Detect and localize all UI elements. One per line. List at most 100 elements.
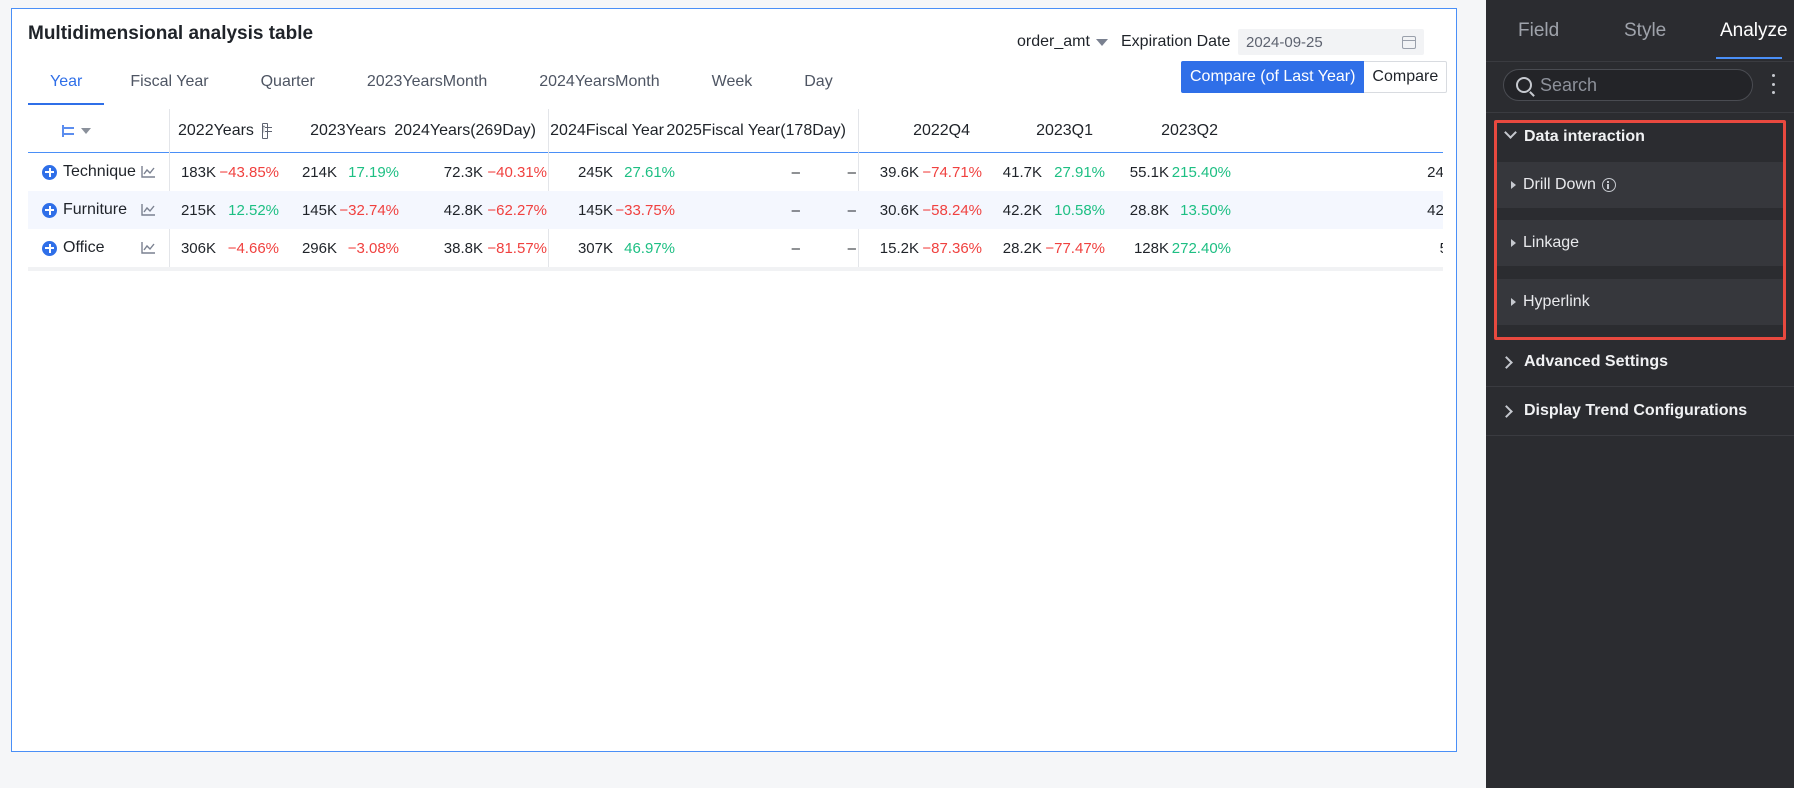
sort-icon[interactable] bbox=[261, 121, 273, 139]
dimension-tree-toggle[interactable] bbox=[62, 125, 91, 137]
analysis-table: 2022Years 2023Years 2024Years(269Day) 20… bbox=[28, 109, 1443, 301]
cell-change-percent: −87.36% bbox=[922, 239, 982, 257]
cell-value: – bbox=[791, 239, 800, 257]
cell-value: 28.2K bbox=[1002, 239, 1042, 257]
tab-field[interactable]: Field bbox=[1518, 20, 1560, 41]
expand-plus-icon[interactable] bbox=[42, 240, 57, 256]
expiration-date-input[interactable]: 2024-09-25 bbox=[1238, 29, 1424, 55]
cell-change-percent: 13.50% bbox=[1180, 201, 1231, 219]
column-header[interactable]: 2024Fiscal Year bbox=[550, 122, 664, 139]
cell-value: 28.8K bbox=[1129, 201, 1169, 219]
section-divider bbox=[1486, 435, 1794, 436]
table-header: 2022Years 2023Years 2024Years(269Day) 20… bbox=[28, 109, 1443, 153]
table-row: Office 306K −4.66% 296K −3.08% 38.8K −81.57% 30… bbox=[28, 229, 1443, 267]
trend-chart-icon[interactable] bbox=[141, 166, 156, 178]
cell-change-percent: −40.31% bbox=[487, 163, 547, 181]
analysis-card: Multidimensional analysis table order_am… bbox=[11, 8, 1457, 752]
compare-toggle: Compare (of Last Year) Compare bbox=[1181, 61, 1448, 93]
table-footer-bar bbox=[28, 267, 1443, 271]
active-tab-indicator bbox=[1716, 57, 1782, 59]
cell-change-percent: 27.61% bbox=[624, 163, 675, 181]
column-header[interactable]: 2023Q1 bbox=[1036, 122, 1093, 139]
caret-right-icon bbox=[1511, 181, 1516, 189]
tab-2023-years-month[interactable]: 2023YearsMonth bbox=[366, 73, 488, 90]
panel-search bbox=[1503, 69, 1753, 101]
row-header[interactable]: Office bbox=[42, 229, 105, 267]
tab-fiscal-year[interactable]: Fiscal Year bbox=[130, 73, 209, 90]
cell-change-percent: −74.71% bbox=[922, 163, 982, 181]
section-advanced-settings[interactable]: Advanced Settings bbox=[1486, 338, 1794, 386]
cell-change-percent: −33.75% bbox=[615, 201, 675, 219]
hyperlink-item[interactable]: Hyperlink bbox=[1497, 279, 1783, 325]
section-data-interaction[interactable]: Data interaction bbox=[1486, 113, 1794, 161]
cell-value: 296K bbox=[301, 239, 337, 257]
cell-value: 42.2K bbox=[1002, 201, 1042, 219]
measure-label: order_amt bbox=[1017, 33, 1090, 50]
tab-quarter[interactable]: Quarter bbox=[260, 73, 315, 90]
cell-value: 145K bbox=[577, 201, 613, 219]
table-row: Furniture 215K 12.52% 145K −32.74% 42.8K −62.2… bbox=[28, 191, 1443, 229]
more-options-icon[interactable] bbox=[1772, 74, 1776, 94]
cell-change-percent: 10.58% bbox=[1054, 201, 1105, 219]
compare-button[interactable]: Compare bbox=[1364, 61, 1448, 93]
cell-value: 215K bbox=[180, 201, 216, 219]
card-title: Multidimensional analysis table bbox=[28, 23, 314, 44]
column-header[interactable]: 2022Q4 bbox=[913, 122, 970, 139]
column-header[interactable]: 2022Years bbox=[178, 109, 273, 153]
column-divider bbox=[169, 109, 170, 267]
cell-value: 15.2K bbox=[879, 239, 919, 257]
tab-analyze[interactable]: Analyze bbox=[1720, 20, 1788, 41]
granularity-tabs: Year Fiscal Year Quarter 2023YearsMonth … bbox=[28, 65, 859, 105]
cell-value: 307K bbox=[577, 239, 613, 257]
cell-value: – bbox=[791, 201, 800, 219]
caret-right-icon bbox=[1511, 298, 1516, 306]
column-header[interactable]: 2023Years bbox=[310, 122, 386, 139]
drill-down-item[interactable]: Drill Down bbox=[1497, 162, 1783, 208]
cell-change-percent: −58.24% bbox=[922, 201, 982, 219]
cell-value: 72.3K bbox=[443, 163, 483, 181]
column-divider bbox=[858, 109, 859, 267]
linkage-item[interactable]: Linkage bbox=[1497, 220, 1783, 266]
expiration-date-label: Expiration Date bbox=[1121, 33, 1231, 50]
cell-value: 38.8K bbox=[443, 239, 483, 257]
chevron-down-icon bbox=[1095, 38, 1108, 46]
compare-last-year-button[interactable]: Compare (of Last Year) bbox=[1181, 61, 1365, 93]
trend-chart-icon[interactable] bbox=[141, 204, 156, 216]
column-header[interactable]: 2024Years(269Day) bbox=[394, 122, 536, 139]
expand-plus-icon[interactable] bbox=[42, 202, 57, 218]
trend-chart-icon[interactable] bbox=[141, 242, 156, 254]
cell-change-percent: – bbox=[847, 163, 856, 181]
column-header[interactable]: 2025Fiscal Year(178Day) bbox=[666, 122, 846, 139]
cell-value: 55.1K bbox=[1129, 163, 1169, 181]
column-divider bbox=[548, 109, 549, 267]
cell-value: 5 bbox=[1368, 229, 1443, 267]
search-input[interactable] bbox=[1540, 74, 1730, 96]
cell-change-percent: 17.19% bbox=[348, 163, 399, 181]
info-icon[interactable] bbox=[1601, 178, 1616, 192]
chevron-right-icon bbox=[1500, 356, 1513, 369]
cell-change-percent: 27.91% bbox=[1054, 163, 1105, 181]
tab-week[interactable]: Week bbox=[711, 73, 753, 90]
row-header[interactable]: Furniture bbox=[42, 191, 127, 229]
tab-year[interactable]: Year bbox=[28, 65, 105, 105]
tree-icon bbox=[62, 125, 74, 137]
row-header[interactable]: Technique bbox=[42, 153, 136, 191]
tab-day[interactable]: Day bbox=[804, 73, 833, 90]
cell-change-percent: −3.08% bbox=[347, 239, 399, 257]
column-header[interactable]: 2023Q2 bbox=[1161, 122, 1218, 139]
cell-change-percent: −43.85% bbox=[219, 163, 279, 181]
cell-value: – bbox=[791, 163, 800, 181]
tab-2024-years-month[interactable]: 2024YearsMonth bbox=[539, 73, 660, 90]
cell-change-percent: −32.74% bbox=[339, 201, 399, 219]
expiration-date-value: 2024-09-25 bbox=[1246, 33, 1323, 51]
config-panel: Field Style Analyze Data interaction Dri… bbox=[1486, 0, 1794, 788]
expand-plus-icon[interactable] bbox=[42, 164, 57, 180]
cell-change-percent: −77.47% bbox=[1045, 239, 1105, 257]
section-display-trend[interactable]: Display Trend Configurations bbox=[1486, 387, 1794, 435]
cell-change-percent: – bbox=[847, 201, 856, 219]
tab-style[interactable]: Style bbox=[1624, 20, 1667, 41]
measure-dropdown[interactable]: order_amt bbox=[1017, 33, 1108, 51]
cell-change-percent: −62.27% bbox=[487, 201, 547, 219]
cell-value: 42. bbox=[1427, 201, 1443, 219]
cell-value: 183K bbox=[180, 163, 216, 181]
